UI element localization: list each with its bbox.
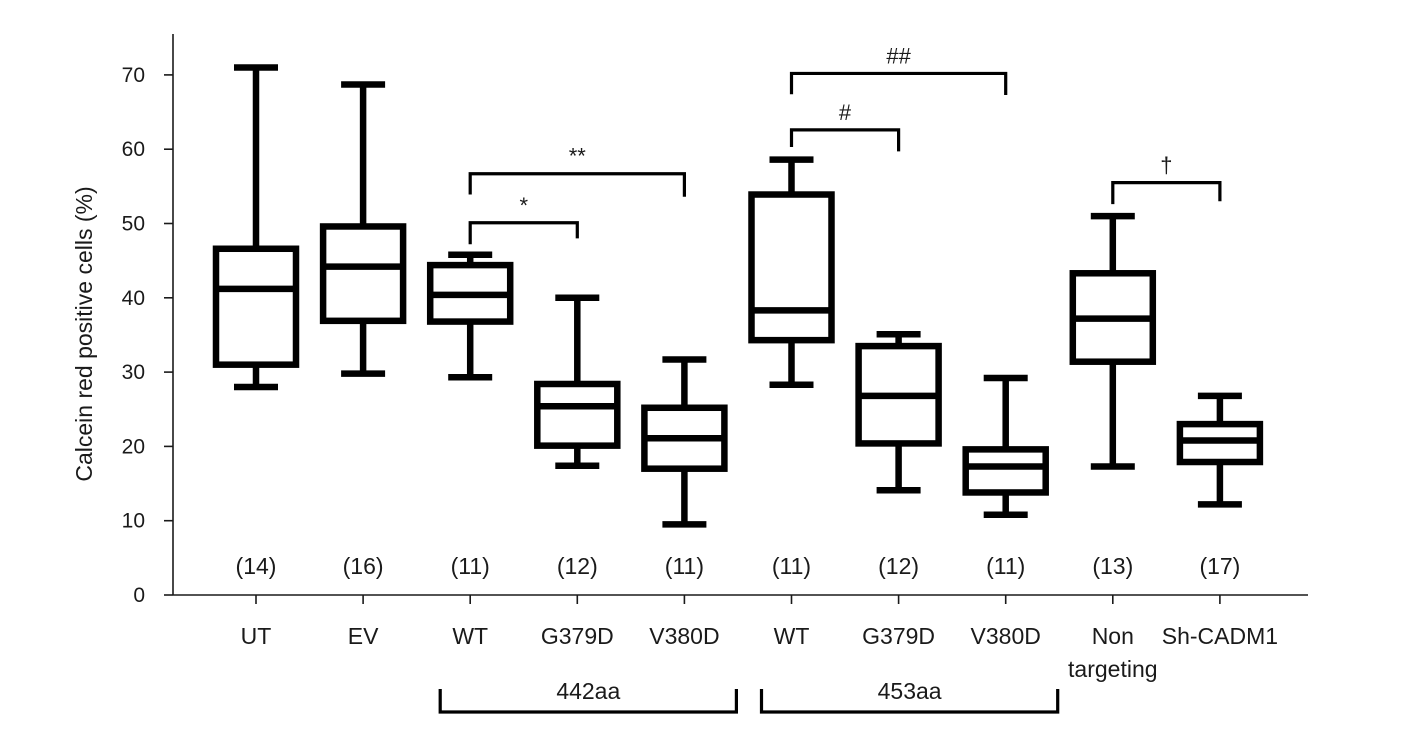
significance-bracket: * [468,193,579,245]
sample-size-label: (13) [1092,553,1133,579]
box-iqr [319,223,407,325]
bracket-line [1111,181,1222,205]
boxes [212,64,1264,528]
y-tick-label: 20 [122,435,145,458]
box-6 [855,330,942,494]
category-label: V380D [971,623,1041,649]
box-iqr [748,191,835,344]
significance-bracket: # [789,100,901,152]
significance-bracket: ## [789,43,1008,95]
category-label: V380D [649,623,719,649]
box-5 [748,156,835,388]
sample-size-label: (11) [772,553,811,579]
box-9 [1176,392,1264,508]
y-axis: 0 10 20 30 40 50 60 70 [122,34,174,607]
y-axis-label: Calcein red positive cells (%) [71,186,97,481]
sample-size-label: (11) [451,553,490,579]
significance-label: # [839,100,852,125]
sample-size-label: (16) [343,553,384,579]
category-label: WT [774,623,810,649]
bracket-line [789,71,1008,95]
box-iqr [212,245,300,368]
bracket-line [789,128,901,152]
box-4 [641,356,728,528]
significance-label: * [519,193,528,218]
sample-size-label: (11) [665,553,704,579]
category-label: Non [1092,623,1134,649]
category-label: WT [452,623,488,649]
bracket-line [468,221,579,245]
y-tick-label: 40 [122,287,145,310]
significance-label: ** [569,144,587,169]
box-iqr [962,446,1049,496]
group-bracket-line [438,689,739,714]
sample-size-label: (17) [1199,553,1240,579]
y-tick-label: 60 [122,138,145,161]
box-1 [319,81,407,377]
category-label: G379D [541,623,614,649]
box-7 [962,374,1049,519]
box-iqr [534,380,621,449]
bracket-line [468,172,687,197]
significance-label: ## [886,43,911,68]
box-2 [426,251,514,381]
sample-size-label: (12) [878,553,919,579]
sample-size-label: (12) [557,553,598,579]
group-brackets: 442aa 453aa [438,678,1060,714]
group-label: 453aa [878,678,942,704]
y-tick-label: 0 [133,584,145,607]
category-label: G379D [862,623,935,649]
significance-label: † [1160,153,1172,178]
significance-bracket: † [1111,153,1222,205]
x-axis: UT (14) EV (16) WT (11) G379D (12) V380D (11) WT (1… [173,553,1308,682]
significance-bracket: ** [468,144,687,197]
group-bracket: 453aa [759,678,1060,714]
group-bracket-line [759,689,1060,714]
category-label: UT [241,623,272,649]
category-label: targeting [1068,656,1158,682]
category-label: Sh-CADM1 [1162,623,1278,649]
y-tick-label: 10 [122,510,145,533]
sample-size-label: (14) [236,553,277,579]
box-3 [534,294,621,469]
sample-size-label: (11) [986,553,1025,579]
y-tick-label: 70 [122,64,145,87]
box-8 [1069,212,1157,470]
y-tick-label: 30 [122,361,145,384]
group-bracket: 442aa [438,678,739,714]
significance-brackets: ***###† [468,43,1222,245]
box-0 [212,64,300,391]
category-label: EV [348,623,379,649]
y-tick-label: 50 [122,213,145,236]
group-label: 442aa [556,678,620,704]
